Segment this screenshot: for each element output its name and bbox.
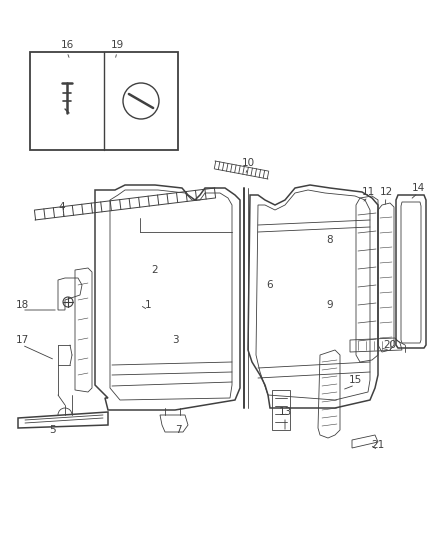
Text: 4: 4 [59, 202, 65, 212]
Text: 3: 3 [172, 335, 178, 345]
Text: 1: 1 [145, 300, 151, 310]
Text: 6: 6 [267, 280, 273, 290]
Text: 17: 17 [15, 335, 28, 345]
Text: 18: 18 [15, 300, 28, 310]
Text: 14: 14 [411, 183, 424, 193]
Text: 11: 11 [361, 187, 374, 197]
Text: 19: 19 [110, 40, 124, 50]
Text: 7: 7 [175, 425, 181, 435]
Text: 20: 20 [383, 340, 396, 350]
Text: 8: 8 [327, 235, 333, 245]
Text: 5: 5 [49, 425, 55, 435]
Text: 10: 10 [241, 158, 254, 168]
Text: 21: 21 [371, 440, 385, 450]
Text: 12: 12 [379, 187, 392, 197]
Text: 13: 13 [279, 407, 292, 417]
Text: 9: 9 [327, 300, 333, 310]
Text: 16: 16 [60, 40, 74, 50]
Text: 15: 15 [348, 375, 362, 385]
Text: 2: 2 [152, 265, 158, 275]
